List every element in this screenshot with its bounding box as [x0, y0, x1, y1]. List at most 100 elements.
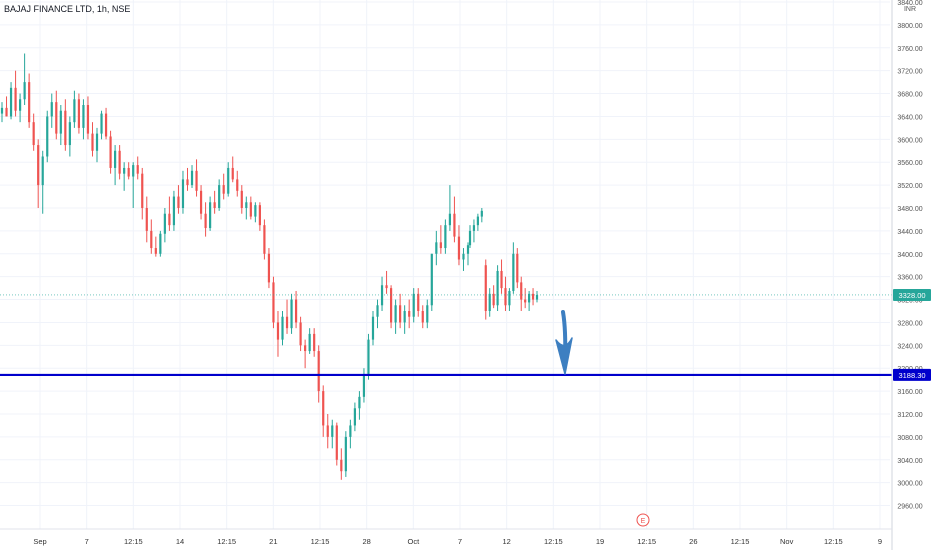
- x-tick-label: 21: [269, 537, 277, 546]
- candlestick-series: [0, 53, 539, 480]
- y-tick-label: 3600.00: [897, 137, 922, 144]
- candle-body: [426, 305, 429, 323]
- candle-body: [37, 145, 40, 186]
- x-tick-label: 12:15: [824, 537, 843, 546]
- x-tick-label: 7: [85, 537, 89, 546]
- support-price-tag-label: 3188.30: [898, 371, 925, 380]
- candle-body: [199, 190, 203, 214]
- candle-body: [163, 213, 166, 234]
- candle-body: [55, 102, 58, 134]
- candle-body: [68, 122, 71, 146]
- x-tick-label: 12:15: [311, 537, 330, 546]
- x-tick-label: 9: [878, 537, 882, 546]
- candle-body: [86, 105, 90, 134]
- candle-body: [317, 351, 320, 392]
- candle-body: [132, 165, 135, 177]
- candle-body: [358, 396, 361, 409]
- candle-body: [504, 288, 507, 306]
- candle-body: [331, 425, 334, 437]
- candle-body: [335, 425, 338, 460]
- candle-body: [82, 105, 85, 128]
- candle-body: [77, 99, 81, 128]
- candle-body: [430, 253, 433, 306]
- x-tick-label: 12:15: [544, 537, 563, 546]
- x-tick-label: 12: [502, 537, 510, 546]
- candle-body: [41, 156, 44, 186]
- y-tick-label: 3400.00: [897, 252, 922, 259]
- last-price-tag-label: 3328.00: [898, 291, 925, 300]
- candle-body: [236, 179, 239, 191]
- candle-body: [453, 213, 456, 237]
- candle-body: [14, 87, 17, 111]
- candle-body: [32, 122, 35, 146]
- y-tick-label: 3240.00: [897, 343, 922, 350]
- candle-body: [371, 316, 375, 340]
- y-tick-label: 3560.00: [897, 160, 922, 167]
- candle-body: [484, 265, 487, 311]
- candle-body: [353, 408, 356, 426]
- candle-body: [326, 425, 329, 437]
- candle-body: [23, 82, 26, 100]
- candle-body: [136, 165, 139, 174]
- y-tick-label: 2960.00: [897, 504, 922, 511]
- candle-body: [172, 196, 176, 226]
- candle-body: [186, 179, 189, 186]
- candle-body: [281, 316, 284, 340]
- candle-body: [294, 299, 298, 323]
- candle-body: [209, 202, 212, 229]
- x-tick-label: 12:15: [124, 537, 143, 546]
- price-axis[interactable]: 3840.00 3800.00 3760.00 3720.00 3680.00 3640.…: [897, 0, 922, 511]
- candle-body: [18, 99, 22, 111]
- x-tick-label: Sep: [33, 537, 46, 546]
- y-tick-label: 3800.00: [897, 23, 922, 30]
- candle-body: [150, 230, 153, 249]
- candle-body: [159, 233, 162, 254]
- y-tick-label: 3520.00: [897, 183, 922, 190]
- candle-body: [46, 116, 49, 157]
- candle-body: [114, 150, 117, 168]
- candle-body: [421, 311, 424, 323]
- y-tick-label: 3280.00: [897, 320, 922, 327]
- event-marker-icon[interactable]: [636, 513, 650, 527]
- x-tick-label: Nov: [780, 537, 794, 546]
- candle-body: [394, 305, 397, 323]
- candle-body: [50, 102, 53, 117]
- candle-body: [267, 253, 271, 283]
- candle-body: [531, 293, 535, 300]
- candle-body: [417, 293, 420, 311]
- chart-title: BAJAJ FINANCE LTD, 1h, NSE: [4, 4, 131, 14]
- x-tick-label: 7: [458, 537, 462, 546]
- candle-body: [213, 202, 216, 208]
- candle-body: [218, 185, 221, 208]
- candle-body: [249, 202, 252, 217]
- candle-body: [476, 216, 479, 226]
- candle-body: [145, 208, 148, 231]
- candle-body: [367, 339, 370, 374]
- candle-body: [245, 202, 248, 208]
- candle-body: [190, 170, 194, 186]
- event-marker-label: E: [641, 518, 646, 525]
- event-marker[interactable]: E: [636, 513, 650, 527]
- support-price-tag-bg: [893, 368, 931, 381]
- candle-body: [181, 179, 185, 208]
- candle-body: [376, 305, 379, 317]
- down-arrow-icon[interactable]: [555, 310, 573, 375]
- candle-body: [516, 253, 519, 283]
- candle-body: [64, 110, 67, 146]
- candle-body: [308, 333, 311, 352]
- candle-body: [313, 333, 316, 352]
- candle-body: [299, 322, 302, 346]
- y-tick-label: 3160.00: [897, 389, 922, 396]
- arrow-head: [555, 337, 573, 375]
- candle-body: [528, 293, 531, 303]
- candle-body: [9, 87, 13, 117]
- candle-body: [468, 230, 472, 246]
- candle-body: [118, 150, 121, 174]
- time-axis[interactable]: Sep 7 12:15 14 12:15 21 12:15 28 Oct 7 12 12:15 19 12…: [33, 537, 882, 546]
- y-tick-label: 3320.00: [897, 298, 922, 305]
- y-tick-label: 3840.00: [897, 0, 922, 7]
- candle-body: [104, 113, 108, 137]
- x-tick-label: 12:15: [731, 537, 750, 546]
- last-price-tag-bg: [893, 288, 931, 301]
